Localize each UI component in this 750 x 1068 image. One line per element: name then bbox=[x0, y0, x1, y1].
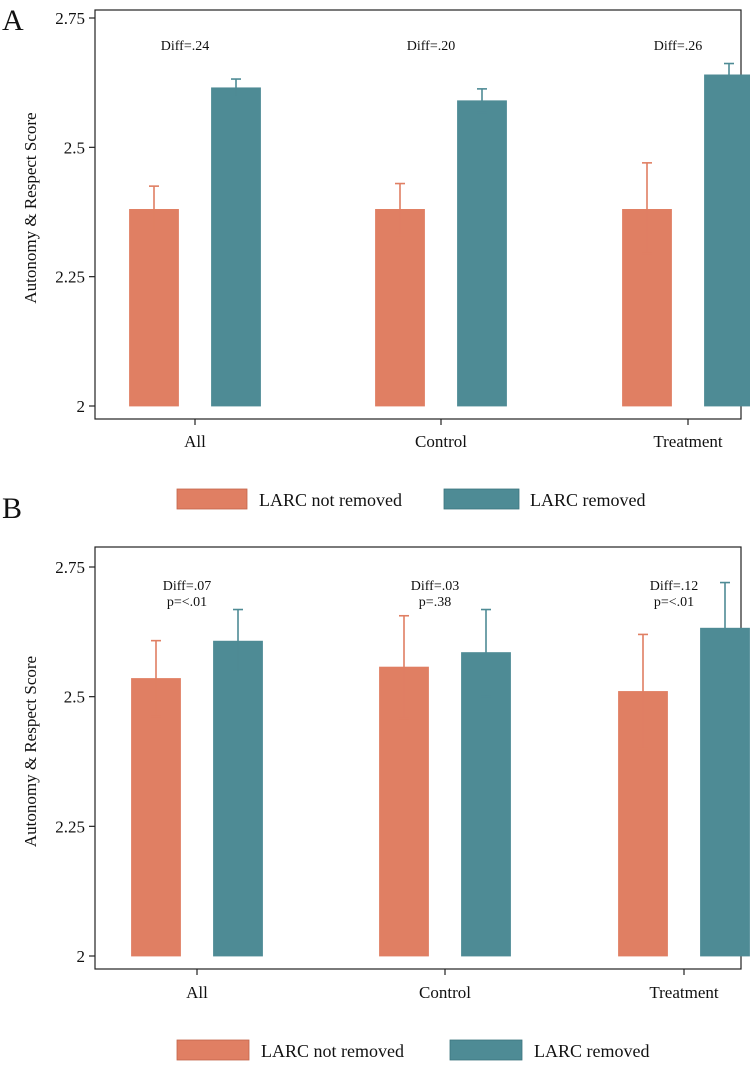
legend-label-larc-removed: LARC removed bbox=[530, 490, 645, 510]
bar bbox=[214, 641, 263, 956]
bar bbox=[130, 209, 179, 406]
annotation: Diff=.20 bbox=[407, 39, 455, 54]
bar bbox=[458, 101, 507, 406]
annotation: Diff=.07 bbox=[163, 579, 211, 594]
annotation: p=.38 bbox=[419, 595, 451, 610]
annotation: Diff=.26 bbox=[654, 39, 702, 54]
y-axis-title: Autonomy & Respect Score bbox=[21, 112, 40, 303]
y-tick-label: 2.5 bbox=[64, 688, 85, 707]
x-tick-label: All bbox=[184, 432, 206, 451]
legend-label-larc-not-removed: LARC not removed bbox=[261, 1041, 404, 1061]
y-tick-label: 2 bbox=[77, 947, 86, 966]
legend: LARC not removed LARC removed bbox=[177, 1040, 649, 1061]
y-axis-title: Autonomy & Respect Score bbox=[21, 656, 40, 847]
annotation: p=<.01 bbox=[654, 595, 694, 610]
legend: LARC not removed LARC removed bbox=[177, 489, 645, 510]
x-tick-label: All bbox=[186, 983, 208, 1002]
y-tick-label: 2.25 bbox=[55, 268, 85, 287]
bar bbox=[212, 88, 261, 406]
legend-label-larc-removed: LARC removed bbox=[534, 1041, 649, 1061]
series-0 bbox=[130, 163, 672, 406]
x-tick-label: Control bbox=[415, 432, 467, 451]
bar bbox=[462, 653, 511, 956]
annotation: Diff=.24 bbox=[161, 39, 209, 54]
x-tick-label: Treatment bbox=[649, 983, 719, 1002]
panel-a: A Autonomy & Respect Score 2 2.25 2.5 2.75 All… bbox=[2, 4, 750, 510]
panel-b: B Autonomy & Respect Score 2 2.25 2.5 2.75 All… bbox=[2, 492, 750, 1061]
x-tick-label: Control bbox=[419, 983, 471, 1002]
y-tick-label: 2.75 bbox=[55, 558, 85, 577]
panel-letter: A bbox=[2, 4, 24, 37]
x-tick-label: Treatment bbox=[653, 432, 723, 451]
legend-swatch-larc-not-removed bbox=[177, 489, 247, 509]
panel-letter: B bbox=[2, 492, 22, 525]
annotation: p=<.01 bbox=[167, 595, 207, 610]
legend-label-larc-not-removed: LARC not removed bbox=[259, 490, 402, 510]
bar bbox=[705, 75, 750, 406]
bar bbox=[701, 628, 750, 956]
legend-swatch-larc-removed bbox=[450, 1040, 522, 1060]
y-tick-label: 2.25 bbox=[55, 817, 85, 836]
y-tick-label: 2.75 bbox=[55, 9, 85, 28]
y-tick-label: 2.5 bbox=[64, 138, 85, 157]
bar bbox=[376, 209, 425, 406]
annotation: Diff=.03 bbox=[411, 579, 459, 594]
legend-swatch-larc-removed bbox=[444, 489, 519, 509]
annotation: Diff=.12 bbox=[650, 579, 698, 594]
series-0 bbox=[132, 616, 668, 956]
bar bbox=[132, 679, 181, 956]
series-1 bbox=[214, 583, 750, 956]
legend-swatch-larc-not-removed bbox=[177, 1040, 249, 1060]
y-tick-label: 2 bbox=[77, 397, 86, 416]
